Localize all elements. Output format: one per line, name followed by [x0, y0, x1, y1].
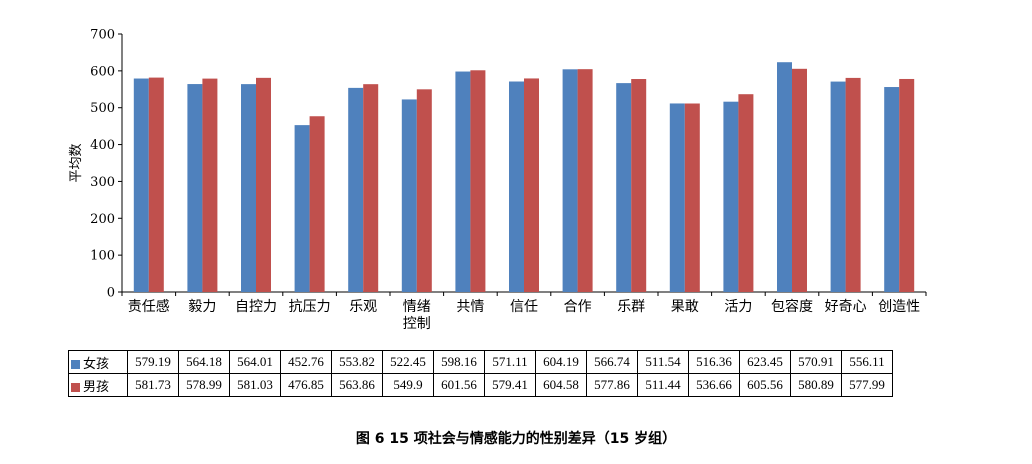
table-cell: 577.86	[586, 373, 638, 397]
legend-female: 女孩	[68, 350, 128, 374]
y-axis-label: 平均数	[69, 143, 84, 182]
table-cell: 452.76	[280, 350, 332, 374]
bar-female	[401, 99, 417, 293]
bar-male	[524, 78, 539, 292]
figure-caption: 图 6 15 项社会与情感能力的性别差异（15 岁组）	[355, 431, 677, 447]
bar-male	[899, 78, 915, 293]
data-table: 女孩 579.19 564.18 564.01 452.76 553.82 522.45 5…	[68, 350, 893, 397]
table-cell: 581.03	[229, 373, 281, 397]
bar-female	[884, 87, 900, 292]
x-tick-label: 好奇心	[825, 298, 867, 315]
table-cell: 571.11	[484, 350, 536, 374]
x-tick-label: 果敢	[671, 299, 699, 315]
bar-male	[631, 79, 647, 293]
y-tick-label: 0	[107, 286, 115, 301]
table-cell: 579.41	[484, 373, 536, 397]
bar-male	[202, 78, 218, 292]
bar-female	[777, 62, 792, 292]
bar-female	[348, 87, 364, 292]
table-cell: 601.56	[433, 373, 485, 397]
bar-male	[256, 77, 271, 293]
table-cell: 563.86	[331, 373, 383, 397]
table-cell: 476.85	[280, 373, 332, 397]
table-cell: 564.18	[178, 350, 230, 374]
table-cell: 581.73	[127, 373, 179, 397]
table-cell: 566.74	[586, 350, 638, 374]
bar-male	[363, 84, 379, 293]
table-cell: 604.19	[535, 350, 587, 374]
legend-label-male: 男孩	[83, 378, 110, 394]
bar-female	[616, 83, 632, 292]
table-cell: 579.19	[127, 350, 179, 374]
y-tick-label: 400	[90, 138, 115, 153]
x-tick-label: 自控力	[235, 299, 277, 315]
y-tick-label: 500	[90, 101, 115, 116]
bar-male	[577, 69, 593, 292]
x-tick-label: 共情	[456, 299, 484, 315]
bar-male	[684, 103, 700, 292]
bar-chart: 0 100 200 300 400 500 600 700 责任感 毅力 自控力 抗压力 乐观 情绪控制…	[69, 28, 927, 332]
table-row-male: 男孩 581.73 578.99 581.03 476.85 563.86 549.9 60…	[68, 373, 893, 397]
x-tick-label: 合作	[564, 299, 592, 315]
table-row-female: 女孩 579.19 564.18 564.01 452.76 553.82 522.45 5…	[68, 350, 893, 374]
bars	[133, 62, 915, 293]
legend-swatch-male	[71, 382, 80, 392]
table-cell: 570.91	[790, 350, 842, 374]
table-cell: 553.82	[331, 350, 383, 374]
table-cell: 564.01	[229, 350, 281, 374]
table-cell: 511.44	[637, 373, 689, 397]
bar-male	[148, 77, 164, 292]
y-tick-label: 200	[90, 212, 115, 227]
x-tick-label: 抗压力	[289, 299, 331, 315]
bar-male	[792, 68, 807, 292]
legend-label-female: 女孩	[83, 355, 110, 371]
bar-female	[723, 101, 739, 293]
category-labels: 责任感 毅力 自控力 抗压力 乐观 情绪控制 共情 信任 合作 乐群 果敢 活力 包容度 好奇心 创造性	[128, 298, 920, 332]
x-tick-label: 信任	[510, 299, 538, 315]
bar-male	[309, 116, 325, 293]
bar-female	[294, 125, 310, 292]
bar-female	[830, 81, 846, 292]
y-tick-label: 100	[90, 249, 115, 264]
x-tick-label: 乐群	[617, 299, 645, 315]
table-cell: 580.89	[790, 373, 842, 397]
legend-swatch-female	[71, 359, 80, 369]
table-cell: 549.9	[382, 373, 434, 397]
bar-female	[241, 84, 256, 292]
y-tick-label: 300	[90, 175, 115, 190]
legend-male: 男孩	[68, 373, 128, 397]
table-cell: 522.45	[382, 350, 434, 374]
x-tick-label: 乐观	[349, 299, 377, 315]
y-tick-label: 600	[90, 64, 115, 79]
y-tick-label: 700	[90, 28, 115, 43]
table-cell: 604.58	[535, 373, 587, 397]
table-cell: 598.16	[433, 350, 485, 374]
bar-female	[187, 84, 203, 292]
table-cell: 577.99	[841, 373, 893, 397]
table-cell: 511.54	[637, 350, 689, 374]
bar-female	[455, 71, 471, 293]
bar-female	[669, 103, 685, 292]
table-cell: 578.99	[178, 373, 230, 397]
x-tick-label: 创造性	[878, 299, 920, 315]
bar-male	[738, 94, 754, 292]
bar-female	[133, 78, 149, 292]
x-tick-label: 活力	[724, 299, 752, 315]
table-cell: 623.45	[739, 350, 791, 374]
x-tick-label: 毅力	[188, 298, 216, 315]
bar-male	[470, 70, 486, 293]
table-cell: 536.66	[688, 373, 740, 397]
bar-male	[416, 89, 432, 292]
bar-female	[509, 81, 524, 292]
x-tick-label: 包容度	[771, 298, 813, 315]
table-cell: 516.36	[688, 350, 740, 374]
x-tick-label: 情绪控制	[403, 299, 431, 332]
bar-male	[845, 77, 861, 292]
bar-female	[562, 69, 578, 292]
x-tick-label: 责任感	[128, 298, 170, 315]
table-cell: 605.56	[739, 373, 791, 397]
table-cell: 556.11	[841, 350, 893, 374]
